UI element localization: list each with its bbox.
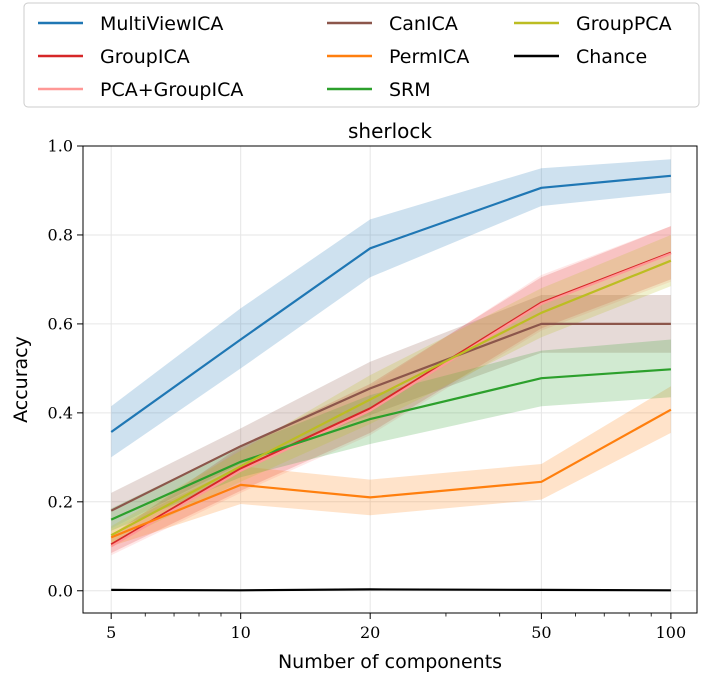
series-lines: [110, 174, 672, 592]
legend-item: PermICA: [327, 46, 469, 68]
legend-label: CanICA: [389, 13, 458, 35]
chart-title: sherlock: [348, 119, 432, 143]
y-axis-label: Accuracy: [10, 336, 32, 423]
y-tick-label: 0.4: [48, 403, 73, 422]
band-multiviewica: [111, 159, 671, 458]
legend-item: GroupPCA: [514, 13, 672, 35]
y-tick-label: 0.8: [48, 225, 73, 244]
x-tick-label: 20: [360, 623, 380, 642]
axes-frame: [82, 145, 698, 614]
legend-label: GroupICA: [100, 46, 190, 68]
y-tick-label: 0.0: [48, 581, 73, 600]
x-tick-label: 50: [531, 623, 551, 642]
line-chance: [111, 588, 671, 592]
legend-item: Chance: [514, 46, 647, 68]
line-srm: [110, 368, 671, 521]
legend-item: SRM: [327, 79, 431, 101]
line-canica: [110, 322, 671, 512]
x-tick-label: 10: [231, 623, 251, 642]
legend: MultiViewICA GroupICA PCA+GroupICA CanICA Pe…: [23, 2, 700, 108]
legend-label: PCA+GroupICA: [100, 79, 243, 101]
line-grouppca: [110, 259, 672, 537]
legend-label: GroupPCA: [576, 13, 672, 35]
legend-label: SRM: [389, 79, 431, 101]
band-permica: [111, 386, 671, 547]
legend-item: MultiViewICA: [38, 13, 223, 35]
legend-item: CanICA: [327, 13, 458, 35]
x-tick-label: 5: [106, 623, 116, 642]
x-tick-label: 100: [656, 623, 687, 642]
y-tick-label: 0.6: [48, 314, 73, 333]
x-axis: 5 10 20 50 100: [106, 613, 686, 642]
y-axis: 0.0 0.2 0.4 0.6 0.8 1.0: [48, 137, 83, 600]
line-pca-groupica: [110, 252, 672, 548]
y-tick-label: 1.0: [48, 137, 73, 156]
legend-label: MultiViewICA: [100, 13, 223, 35]
legend-item: GroupICA: [38, 46, 190, 68]
legend-label: Chance: [576, 46, 647, 68]
x-axis-label: Number of components: [278, 651, 502, 673]
line-multiviewica: [110, 174, 672, 433]
band-canica: [111, 295, 671, 529]
legend-item: PCA+GroupICA: [38, 79, 243, 101]
band-srm: [111, 339, 671, 531]
line-permica: [110, 408, 672, 539]
y-tick-label: 0.2: [48, 492, 73, 511]
legend-label: PermICA: [389, 46, 469, 68]
